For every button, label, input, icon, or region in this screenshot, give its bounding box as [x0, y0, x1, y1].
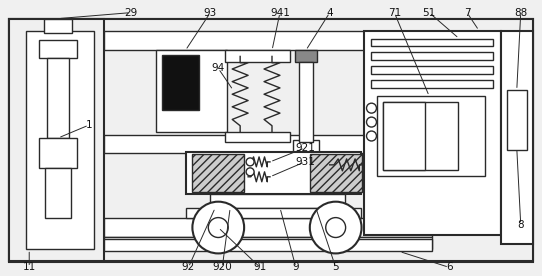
Text: 7: 7: [464, 8, 470, 18]
Bar: [225, 132, 290, 142]
Circle shape: [366, 131, 377, 141]
Circle shape: [246, 168, 254, 176]
Bar: [210, 194, 345, 208]
Bar: [104, 217, 432, 237]
Bar: [295, 51, 317, 62]
Text: 71: 71: [388, 8, 401, 18]
Circle shape: [326, 217, 346, 237]
Text: 6: 6: [446, 262, 453, 272]
Bar: [383, 102, 425, 170]
Text: 88: 88: [514, 8, 527, 18]
Bar: [507, 90, 527, 150]
Circle shape: [366, 117, 377, 127]
Text: 920: 920: [212, 262, 232, 272]
Bar: [9, 18, 104, 261]
Circle shape: [310, 202, 362, 253]
Bar: [39, 41, 77, 59]
Bar: [39, 138, 77, 168]
Bar: [186, 152, 360, 194]
Circle shape: [366, 103, 377, 113]
Text: 91: 91: [254, 262, 267, 272]
Bar: [104, 31, 432, 51]
Bar: [371, 52, 493, 60]
Bar: [104, 135, 432, 153]
Bar: [501, 31, 533, 245]
Text: 94: 94: [211, 63, 225, 73]
Text: 29: 29: [124, 8, 137, 18]
Bar: [225, 51, 290, 62]
Bar: [299, 62, 313, 142]
Bar: [104, 240, 432, 251]
Bar: [45, 168, 71, 217]
Bar: [293, 140, 319, 154]
Text: 51: 51: [423, 8, 436, 18]
Bar: [371, 39, 493, 46]
Bar: [310, 154, 362, 192]
Bar: [186, 208, 360, 217]
Bar: [364, 31, 501, 235]
Circle shape: [208, 217, 228, 237]
Bar: [371, 80, 493, 88]
Bar: [371, 66, 493, 74]
Bar: [44, 18, 72, 33]
Bar: [377, 96, 485, 176]
Circle shape: [192, 202, 244, 253]
Bar: [9, 18, 533, 261]
Text: 92: 92: [182, 262, 195, 272]
Bar: [9, 18, 533, 262]
Bar: [47, 59, 69, 138]
Bar: [162, 55, 199, 110]
Circle shape: [246, 158, 254, 166]
Text: 941: 941: [270, 8, 290, 18]
Text: 9: 9: [293, 262, 299, 272]
Text: 931: 931: [295, 157, 315, 167]
Bar: [192, 154, 244, 192]
Text: 921: 921: [295, 143, 315, 153]
Bar: [104, 237, 432, 250]
Bar: [383, 102, 458, 170]
Text: 93: 93: [204, 8, 217, 18]
Bar: [26, 31, 94, 250]
Text: 5: 5: [332, 262, 339, 272]
Text: 1: 1: [86, 120, 92, 130]
Text: 11: 11: [23, 262, 36, 272]
Text: 4: 4: [326, 8, 333, 18]
Text: 8: 8: [518, 220, 524, 230]
Bar: [156, 51, 227, 132]
